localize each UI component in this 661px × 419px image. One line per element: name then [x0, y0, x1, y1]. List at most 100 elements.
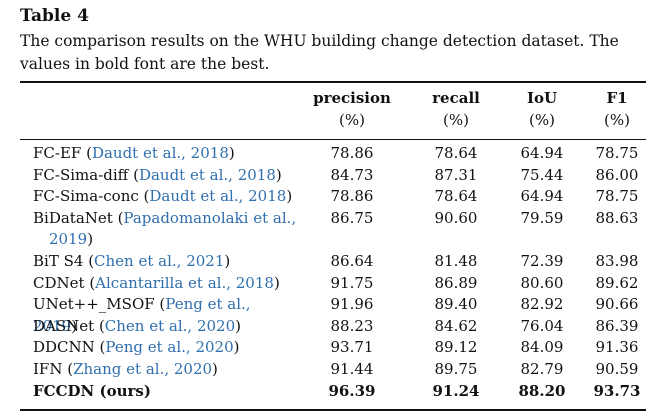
iou-cell: 76.04 — [520, 316, 564, 335]
recall-cell: 84.62 — [434, 316, 478, 335]
f1-cell: 86.00 — [595, 165, 639, 184]
column-header-unit: (%) — [339, 111, 365, 129]
column-header-name: precision — [313, 89, 391, 107]
method-cell: BiDataNet (Papadomanolaki et al., 2019) — [33, 208, 297, 249]
table-row: FC-Sima-diff (Daudt et al., 2018) 84.73 … — [0, 165, 661, 187]
method-name: BiT S4 — [33, 251, 84, 270]
iou-cell: 84.09 — [520, 338, 564, 357]
recall-cell: 91.24 — [432, 381, 480, 400]
precision-cell: 91.75 — [330, 273, 374, 292]
recall-cell: 90.60 — [434, 208, 478, 227]
f1-cell: 78.75 — [595, 144, 639, 162]
f1-cell: 78.75 — [595, 187, 639, 206]
method-name: FC-EF — [33, 144, 82, 162]
f1-cell: 90.66 — [595, 295, 639, 314]
f1-cell: 86.39 — [595, 316, 639, 335]
recall-cell: 89.12 — [434, 338, 478, 357]
method-cell: CDNet (Alcantarilla et al., 2018) — [33, 273, 280, 292]
column-header-f1: F1 (%) — [572, 87, 661, 131]
table-caption: The comparison results on the WHU buildi… — [20, 32, 619, 73]
table-row: DDCNN (Peng et al., 2020) 93.71 89.12 84… — [0, 337, 661, 359]
iou-cell: 64.94 — [520, 144, 564, 162]
table-row: BiDataNet (Papadomanolaki et al., 2019) 8… — [0, 208, 661, 251]
method-name: UNet++_MSOF — [33, 295, 155, 314]
precision-cell: 93.71 — [330, 338, 374, 357]
recall-cell: 78.64 — [434, 187, 478, 206]
column-header-unit: (%) — [443, 111, 469, 129]
citation-link[interactable]: Daudt et al., 2018 — [138, 165, 276, 184]
iou-cell: 82.79 — [520, 359, 564, 378]
method-name: DDCNN — [33, 338, 95, 357]
citation-link[interactable]: Daudt et al., 2018 — [149, 187, 287, 206]
method-name: CDNet — [33, 273, 85, 292]
recall-cell: 81.48 — [434, 251, 478, 270]
precision-cell: 86.64 — [330, 251, 374, 270]
precision-cell: 91.44 — [330, 359, 374, 378]
method-name: FCCDN (ours) — [33, 381, 151, 400]
f1-cell: 88.63 — [595, 208, 639, 227]
iou-cell: 75.44 — [520, 165, 564, 184]
method-cell: FCCDN (ours) — [33, 381, 298, 403]
table-label: Table 4 — [20, 6, 89, 26]
recall-cell: 87.31 — [434, 165, 478, 184]
iou-cell: 82.92 — [520, 295, 564, 314]
f1-cell: 83.98 — [595, 251, 639, 270]
table-top-rule — [20, 81, 646, 83]
iou-cell: 88.20 — [518, 381, 566, 400]
iou-cell: 79.59 — [520, 208, 564, 227]
table-row: CDNet (Alcantarilla et al., 2018) 91.75 … — [0, 273, 661, 295]
f1-cell: 93.73 — [593, 381, 641, 400]
precision-cell: 96.39 — [328, 381, 376, 400]
iou-cell: 64.94 — [520, 187, 564, 206]
recall-cell: 78.64 — [434, 144, 478, 162]
table-header-rule — [20, 139, 646, 140]
method-cell: FC-Sima-conc (Daudt et al., 2018) — [33, 187, 293, 206]
precision-cell: 78.86 — [330, 187, 374, 206]
precision-cell: 84.73 — [330, 165, 374, 184]
precision-cell: 86.75 — [330, 208, 374, 227]
precision-cell: 91.96 — [330, 295, 374, 314]
recall-cell: 89.40 — [434, 295, 478, 314]
recall-cell: 86.89 — [434, 273, 478, 292]
method-cell: IFN (Zhang et al., 2020) — [33, 359, 218, 378]
recall-cell: 89.75 — [434, 359, 478, 378]
method-cell: DASNet (Chen et al., 2020) — [33, 316, 241, 335]
precision-cell: 88.23 — [330, 316, 374, 335]
method-cell: DDCNN (Peng et al., 2020) — [33, 338, 240, 357]
f1-cell: 90.59 — [595, 359, 639, 378]
citation-link-continued[interactable]: 2019 — [49, 230, 88, 249]
table-body: FC-EF (Daudt et al., 2018) 78.86 78.64 6… — [0, 143, 661, 402]
table-row-best: FCCDN (ours) 96.39 91.24 88.20 93.73 — [0, 381, 661, 403]
method-cell: FC-Sima-diff (Daudt et al., 2018) — [33, 165, 282, 184]
iou-cell: 72.39 — [520, 251, 564, 270]
method-name: IFN — [33, 359, 63, 378]
table-row: FC-EF (Daudt et al., 2018) 78.86 78.64 6… — [0, 143, 661, 165]
citation-link[interactable]: Peng et al., 2020 — [105, 338, 234, 357]
table-row: FC-Sima-conc (Daudt et al., 2018) 78.86 … — [0, 186, 661, 208]
f1-cell: 91.36 — [595, 338, 639, 357]
column-header-name: recall — [432, 89, 480, 107]
method-name: DASNet — [33, 316, 95, 335]
iou-cell: 80.60 — [520, 273, 564, 292]
table-header-row: precision (%) recall (%) IoU (%) F1 (%) — [0, 87, 661, 135]
citation-link[interactable]: Zhang et al., 2020 — [73, 359, 213, 378]
citation-link[interactable]: Chen et al., 2020 — [104, 316, 236, 335]
citation-link[interactable]: Chen et al., 2021 — [94, 251, 225, 270]
method-cell: FC-EF (Daudt et al., 2018) — [33, 144, 235, 162]
table-row: DASNet (Chen et al., 2020) 88.23 84.62 7… — [0, 316, 661, 338]
method-name: BiDataNet — [33, 208, 113, 227]
column-header-unit: (%) — [529, 111, 555, 129]
precision-cell: 78.86 — [330, 144, 374, 162]
citation-link[interactable]: Alcantarilla et al., 2018 — [95, 273, 274, 292]
table-row: UNet++_MSOF (Peng et al., 2019) 91.96 89… — [0, 294, 661, 335]
method-cell: UNet++_MSOF (Peng et al., 2019) — [33, 295, 251, 335]
method-name: FC-Sima-diff — [33, 165, 129, 184]
f1-cell: 89.62 — [595, 273, 639, 292]
citation-link[interactable]: Peng et al., 2019 — [33, 295, 251, 335]
citation-link[interactable]: Daudt et al., 2018 — [91, 144, 229, 162]
column-header-name: IoU — [526, 89, 558, 107]
column-header-iou: IoU (%) — [497, 87, 587, 131]
method-cell: BiT S4 (Chen et al., 2021) — [33, 251, 231, 270]
column-header-recall: recall (%) — [411, 87, 501, 131]
citation-link[interactable]: Papadomanolaki et al., — [123, 208, 297, 227]
